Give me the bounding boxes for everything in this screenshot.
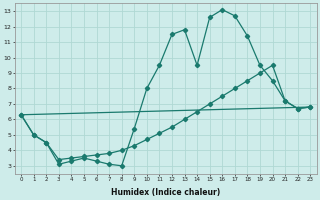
X-axis label: Humidex (Indice chaleur): Humidex (Indice chaleur)	[111, 188, 220, 197]
